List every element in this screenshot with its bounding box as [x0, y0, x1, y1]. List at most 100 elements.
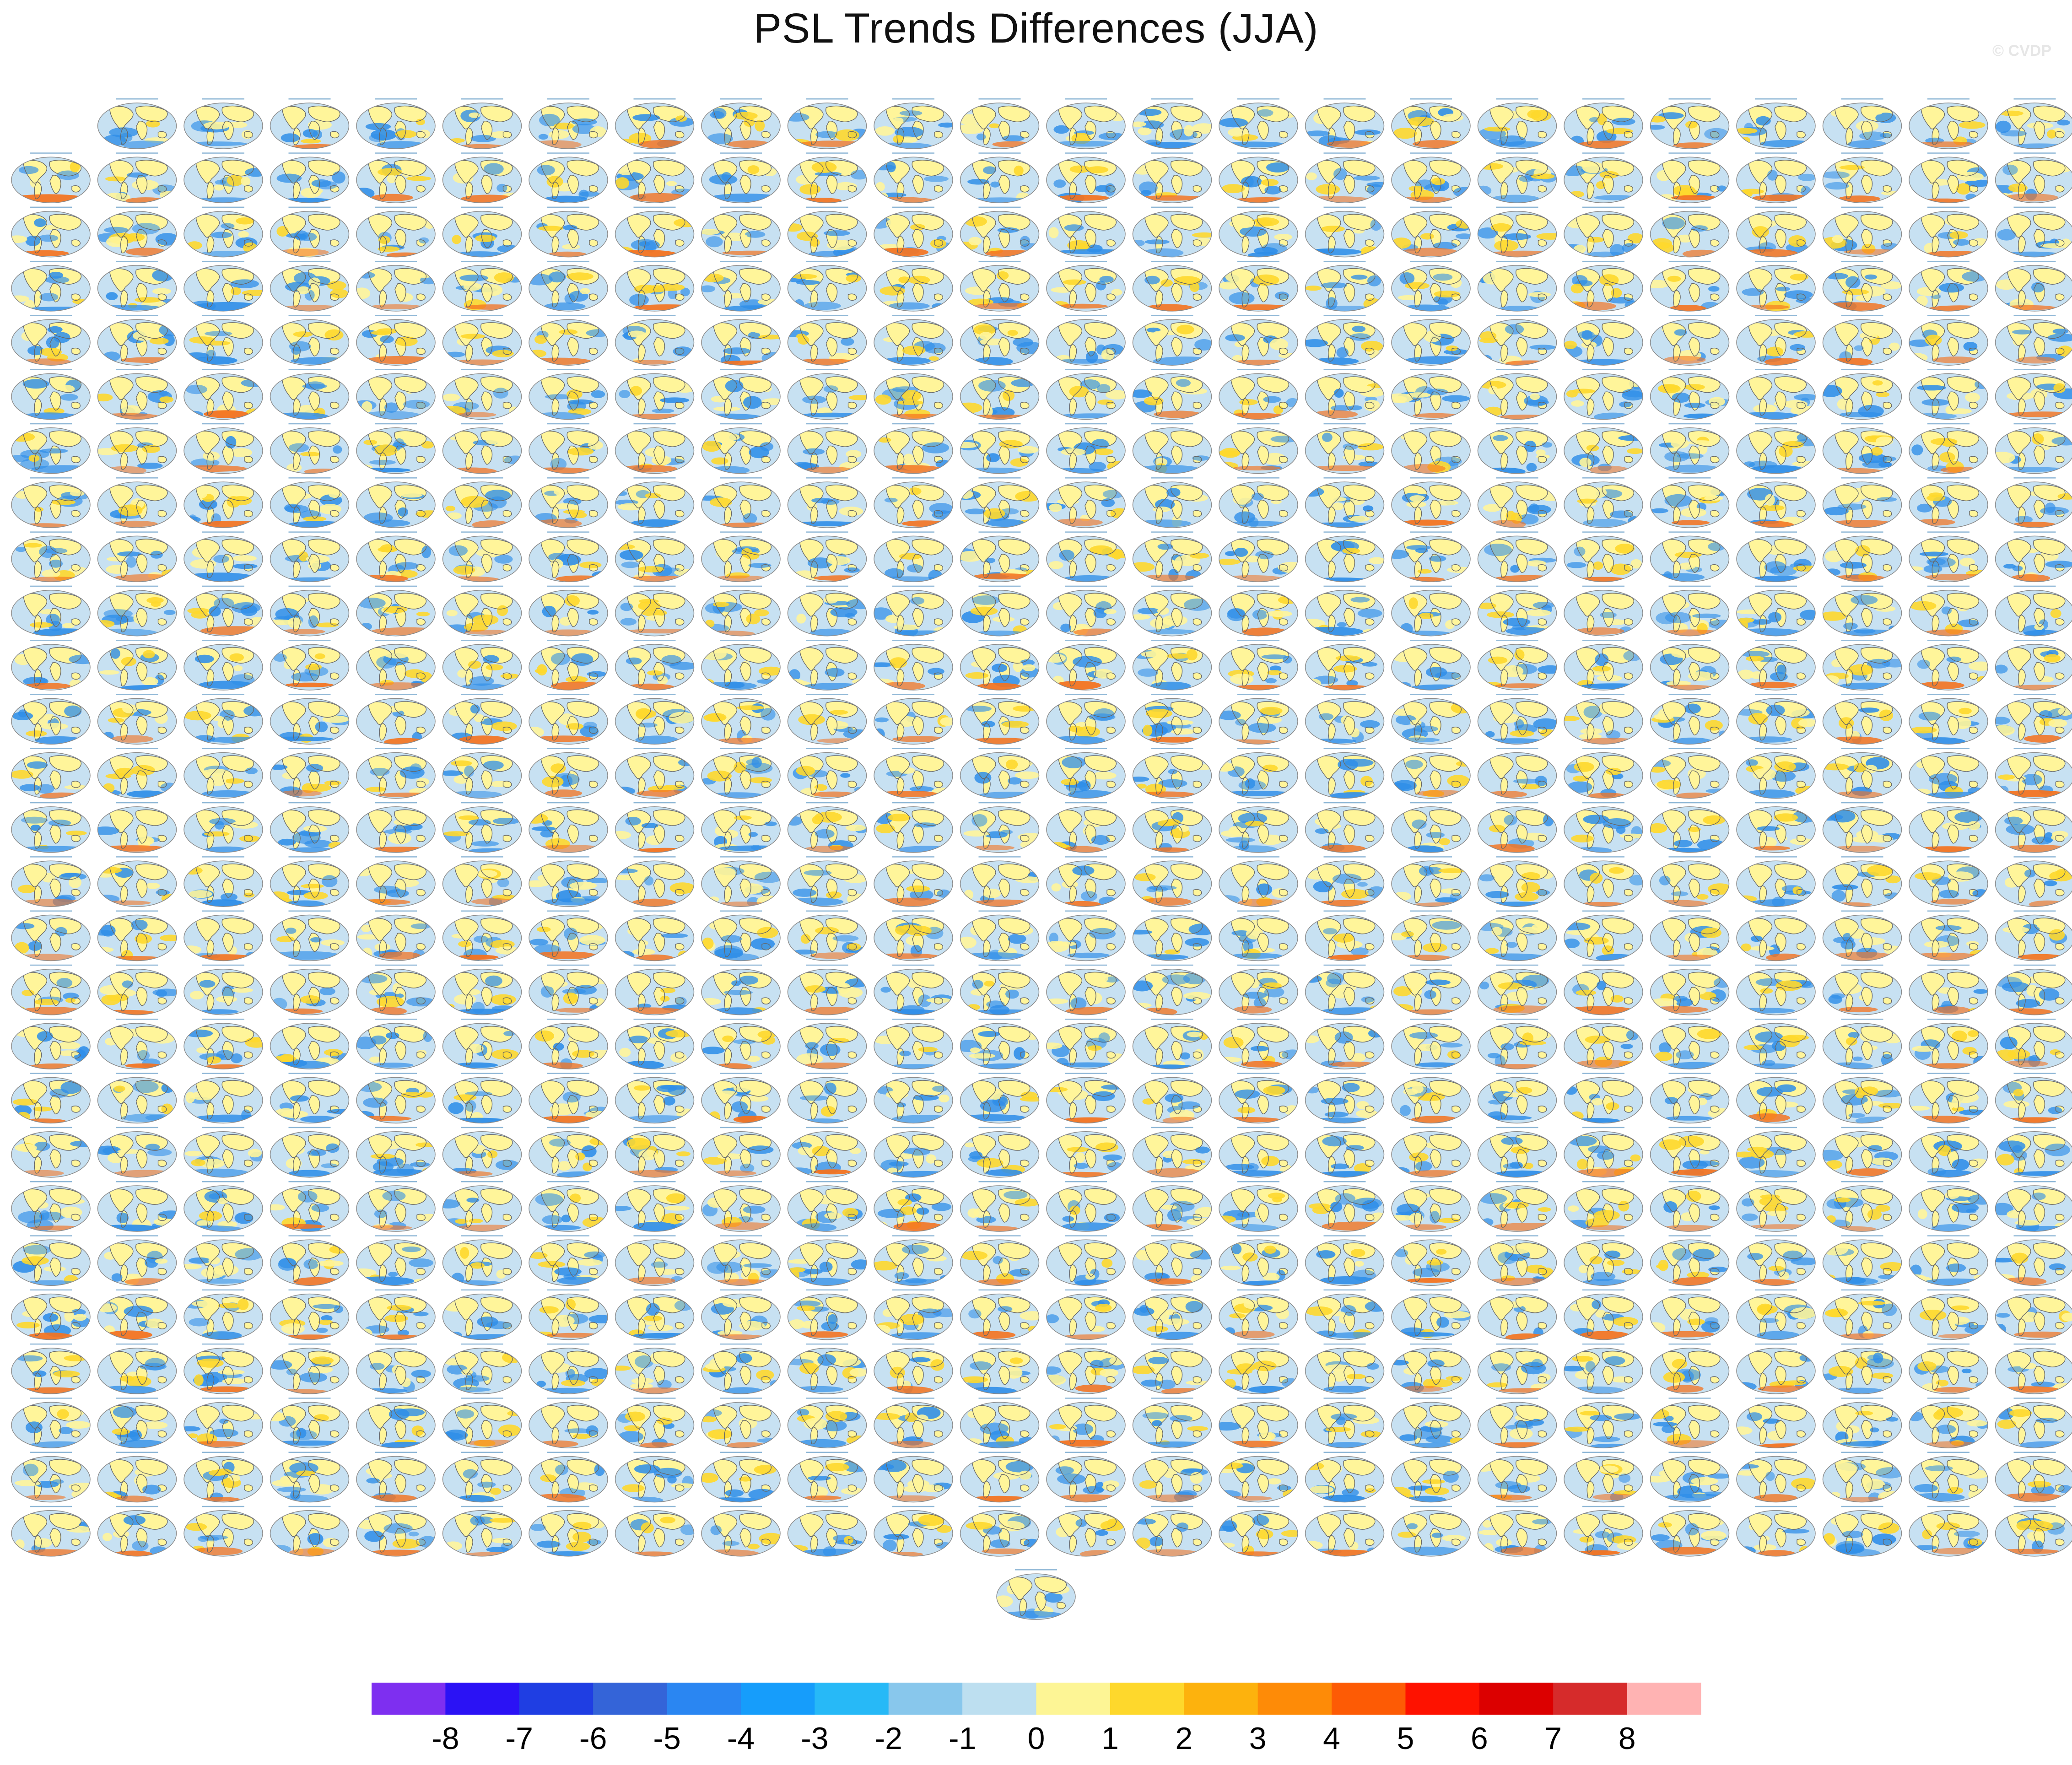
map-panel — [270, 585, 350, 637]
panel-caption — [1582, 585, 1624, 587]
map-panel — [1995, 585, 2072, 637]
panel-caption — [1410, 477, 1452, 479]
panel-caption — [1323, 98, 1366, 100]
map-panel — [1909, 477, 1988, 528]
map-panel — [615, 315, 695, 366]
panel-caption — [461, 369, 503, 370]
colorbar-swatch — [1553, 1683, 1628, 1715]
panel-caption — [1582, 477, 1624, 479]
panel-caption — [288, 152, 331, 154]
map-panel — [1391, 477, 1471, 528]
panel-caption — [1065, 477, 1107, 479]
panel-caption — [633, 315, 676, 316]
map-panel — [787, 206, 867, 258]
colorbar-tick-label: -4 — [727, 1721, 755, 1756]
map-panel — [1305, 531, 1385, 583]
map-panel — [1995, 531, 2072, 583]
colorbar-tick-label: 3 — [1249, 1721, 1267, 1756]
panel-caption — [1237, 260, 1279, 262]
panel-caption — [116, 152, 158, 154]
panel-caption — [1927, 206, 1969, 208]
map-panel — [1046, 531, 1126, 583]
panel-caption — [892, 423, 934, 425]
panel-caption — [978, 531, 1021, 533]
map-panel — [529, 585, 608, 637]
map-panel — [270, 315, 350, 366]
map-panel — [1736, 585, 1816, 637]
panel-caption — [375, 423, 417, 425]
colorbar-swatch — [1036, 1683, 1111, 1715]
map-panel — [1046, 98, 1126, 149]
map-panel — [960, 585, 1040, 637]
panel-caption — [978, 152, 1021, 154]
colorbar-tick-label: 6 — [1471, 1721, 1488, 1756]
panel-caption — [461, 206, 503, 208]
panel-caption — [1151, 477, 1193, 479]
panel-caption — [1755, 477, 1797, 479]
map-panel — [1822, 260, 1902, 312]
colorbar-swatch — [1257, 1683, 1332, 1715]
panel-caption — [1410, 152, 1452, 154]
map-panel — [1219, 531, 1298, 583]
panel-caption — [2013, 206, 2056, 208]
colorbar-swatch — [372, 1683, 446, 1715]
map-panel — [97, 206, 177, 258]
panel-caption — [1841, 369, 1883, 370]
panel-caption — [547, 585, 589, 587]
map-panel — [1650, 585, 1730, 637]
map-panel — [1909, 260, 1988, 312]
map-panel — [615, 477, 695, 528]
panel-caption — [288, 423, 331, 425]
panel-caption — [30, 260, 72, 262]
map-panel — [11, 369, 91, 420]
map-panel — [787, 585, 867, 637]
panel-caption — [1410, 369, 1452, 370]
map-panel — [356, 369, 436, 420]
map-panel — [1650, 423, 1730, 474]
panel-caption — [30, 206, 72, 208]
map-panel — [787, 531, 867, 583]
panel-caption — [633, 369, 676, 370]
colorbar-tick-label: -8 — [432, 1721, 459, 1756]
panel-caption — [547, 206, 589, 208]
colorbar-swatch — [1332, 1683, 1406, 1715]
panel-caption — [633, 206, 676, 208]
map-panel — [1822, 369, 1902, 420]
colorbar-swatch — [593, 1683, 668, 1715]
panel-caption — [1323, 260, 1366, 262]
panel-caption — [806, 477, 848, 479]
map-panel — [1995, 477, 2072, 528]
map-panel — [1822, 98, 1902, 149]
panel-caption — [1668, 315, 1711, 316]
panel-caption — [1323, 152, 1366, 154]
map-panel — [1305, 152, 1385, 204]
colorbar-swatch — [815, 1683, 889, 1715]
panel-caption — [720, 423, 762, 425]
panel-caption — [202, 585, 244, 587]
colorbar-tick-label: 0 — [1028, 1721, 1045, 1756]
map-panel — [1132, 315, 1212, 366]
map-panel — [1995, 152, 2072, 204]
panel-caption — [1496, 152, 1538, 154]
map-panel — [1132, 152, 1212, 204]
panel-caption — [978, 585, 1021, 587]
panel-caption — [806, 98, 848, 100]
map-panel — [11, 531, 91, 583]
map-panel — [442, 477, 522, 528]
panel-caption — [1755, 531, 1797, 533]
panel-caption — [1496, 477, 1538, 479]
panel-caption — [1841, 477, 1883, 479]
map-panel — [97, 423, 177, 474]
map-panel — [442, 315, 522, 366]
map-panel — [270, 640, 350, 691]
map-panel — [1650, 206, 1730, 258]
map-panel — [787, 315, 867, 366]
map-panel — [1477, 152, 1557, 204]
map-panel — [1046, 477, 1126, 528]
map-panel — [1046, 585, 1126, 637]
map-panel — [1564, 206, 1643, 258]
map-panel — [1391, 423, 1471, 474]
map-panel — [356, 206, 436, 258]
panel-caption — [978, 260, 1021, 262]
panel-caption — [633, 98, 676, 100]
